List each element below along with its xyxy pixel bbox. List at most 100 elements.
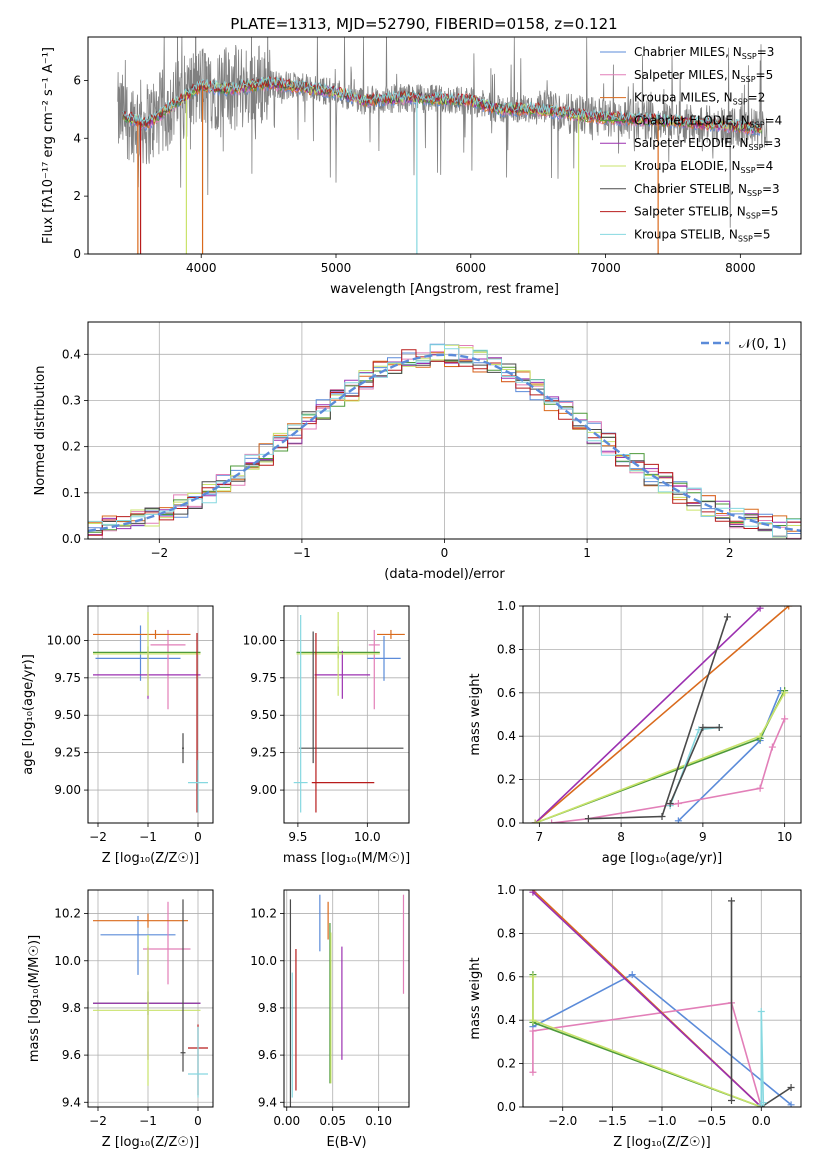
- y-tick-label: 4: [73, 131, 81, 145]
- x-tick-label: 9.5: [288, 830, 307, 844]
- series-point-marker: [781, 689, 789, 697]
- model-spectrum-line: [122, 78, 762, 132]
- legend-label: Salpeter MILES, NSSP=5: [634, 68, 773, 84]
- x-tick-label: 0.0: [752, 1114, 771, 1128]
- massweight-vs-age-panel: 7 8 9 10 0.0 0.2 0.4 0.6 0.8 1.0 age [log₁₀(age/yr…: [468, 599, 802, 866]
- y-tick-label: 9.00: [250, 783, 277, 797]
- y-tick-label: 10.0: [54, 954, 81, 968]
- series-point-marker: [674, 799, 682, 807]
- series-point-marker: [785, 606, 793, 610]
- y-tick-label: 9.00: [54, 783, 81, 797]
- errorbars: [293, 611, 405, 813]
- legend-subscript: SSP: [747, 189, 762, 198]
- x-axis-label: mass [log₁₀(M/M☉)]: [283, 851, 410, 866]
- series-line: [534, 606, 790, 823]
- x-tick-label: 0: [441, 546, 449, 560]
- y-tick-label: 0.0: [497, 816, 516, 830]
- legend-label: Chabrier ELODIE, NSSP=4: [634, 113, 782, 129]
- axes-frame: [87, 321, 802, 540]
- histogram-step-line: [88, 349, 801, 539]
- y-tick-label: 9.4: [258, 1095, 277, 1109]
- x-tick-label: −0.5: [697, 1114, 726, 1128]
- series-point-marker: [548, 819, 556, 823]
- x-tick-label: −2: [89, 830, 107, 844]
- y-tick-label: 0.2: [497, 1057, 516, 1071]
- y-tick-label: 0.2: [62, 440, 81, 454]
- legend-label-tail: =3: [763, 136, 781, 150]
- series-point-marker: [723, 613, 731, 621]
- legend-label: Chabrier MILES, NSSP=3: [634, 45, 774, 61]
- y-tick-label: 9.25: [54, 746, 81, 760]
- spectrum-panel: 4000 5000 6000 7000 8000 0 2 4 6 wavelength [Angs…: [41, 36, 802, 297]
- legend-subscript: SSP: [746, 212, 761, 221]
- legend-subscript: SSP: [742, 52, 757, 61]
- y-axis-label: Flux [fλ10⁻¹⁷ erg cm⁻² s⁻¹ A⁻¹]: [41, 47, 56, 244]
- y-tick-label: 9.75: [54, 671, 81, 685]
- x-tick-label: 0: [194, 830, 202, 844]
- y-tick-label: 10.00: [47, 633, 81, 647]
- y-tick-label: 10.00: [243, 633, 277, 647]
- series-point-marker: [787, 1101, 795, 1107]
- y-tick-label: 10.2: [250, 907, 277, 921]
- legend-label: Salpeter ELODIE, NSSP=3: [634, 136, 781, 152]
- errorbars: [93, 611, 208, 813]
- series-point-marker: [699, 724, 707, 732]
- x-tick-label: −2: [89, 1114, 107, 1128]
- series-point-marker: [787, 1083, 795, 1091]
- errorbars: [93, 899, 208, 1098]
- x-axis-label: Z [log₁₀(Z/Z☉)]: [613, 1135, 710, 1150]
- legend-label-tail: =2: [748, 91, 766, 105]
- legend-subscript: SSP: [741, 75, 756, 84]
- series-point-marker: [529, 973, 537, 981]
- x-axis-label: wavelength [Angstrom, rest frame]: [330, 282, 559, 297]
- axes-frame: [283, 889, 410, 1108]
- x-tick-label: 8000: [725, 261, 756, 275]
- legend-label-tail: =5: [761, 205, 779, 219]
- histogram-step-line: [88, 359, 801, 539]
- y-tick-label: 0.0: [62, 532, 81, 546]
- x-tick-label: 0: [194, 1114, 202, 1128]
- axes-frame: [87, 605, 214, 824]
- series-point-marker: [756, 784, 764, 792]
- mass-vs-metallicity-panel: −2 −1 0 9.4 9.6 9.8 10.0 10.2 Z [log₁₀(Z/Z☉)] mas…: [27, 889, 214, 1150]
- series-line: [532, 1001, 763, 1107]
- y-tick-label: 0.0: [497, 1100, 516, 1114]
- legend-label-tail: =5: [753, 227, 771, 241]
- series-point-marker: [628, 971, 636, 979]
- series-line: [760, 1086, 792, 1107]
- x-tick-label: −2: [150, 546, 168, 560]
- y-tick-label: 1.0: [497, 599, 516, 613]
- series-point-marker: [756, 732, 764, 740]
- y-tick-label: 9.25: [250, 746, 277, 760]
- y-tick-label: 9.6: [62, 1048, 81, 1062]
- x-axis-label: age [log₁₀(age/yr)]: [602, 851, 723, 866]
- legend-label-tail: =3: [762, 182, 780, 196]
- x-tick-label: 0.05: [319, 1114, 346, 1128]
- y-tick-label: 9.50: [54, 708, 81, 722]
- age-vs-mass-panel: 9.5 10.0 9.00 9.25 9.50 9.75 10.00 mass [log₁₀(…: [243, 605, 410, 866]
- series-point-marker: [658, 812, 666, 820]
- legend-subscript: SSP: [750, 120, 765, 129]
- series-lines: [529, 890, 795, 1107]
- histogram-step-line: [88, 344, 801, 539]
- model-spectrum-line: [122, 76, 762, 133]
- histogram-lines: [88, 343, 801, 539]
- series-line: [551, 718, 786, 823]
- y-tick-label: 0.6: [497, 970, 516, 984]
- y-axis-label: Normed distribution: [33, 366, 48, 496]
- x-tick-label: 7: [536, 830, 544, 844]
- legend-label-tail: =4: [756, 159, 774, 173]
- x-tick-label: −1.0: [647, 1114, 676, 1128]
- x-tick-label: −2.0: [548, 1114, 577, 1128]
- x-tick-label: −1.5: [598, 1114, 627, 1128]
- x-tick-label: 0.10: [365, 1114, 392, 1128]
- y-tick-label: 9.8: [258, 1001, 277, 1015]
- legend-subscript: SSP: [748, 143, 763, 152]
- legend-label: Salpeter STELIB, NSSP=5: [634, 205, 778, 221]
- x-tick-label: 1: [583, 546, 591, 560]
- axes-frame: [522, 889, 802, 1108]
- legend-subscript: SSP: [738, 234, 753, 243]
- y-tick-label: 0.4: [497, 729, 516, 743]
- x-tick-label: 0.00: [273, 1114, 300, 1128]
- legend-label-tail: =3: [757, 45, 775, 59]
